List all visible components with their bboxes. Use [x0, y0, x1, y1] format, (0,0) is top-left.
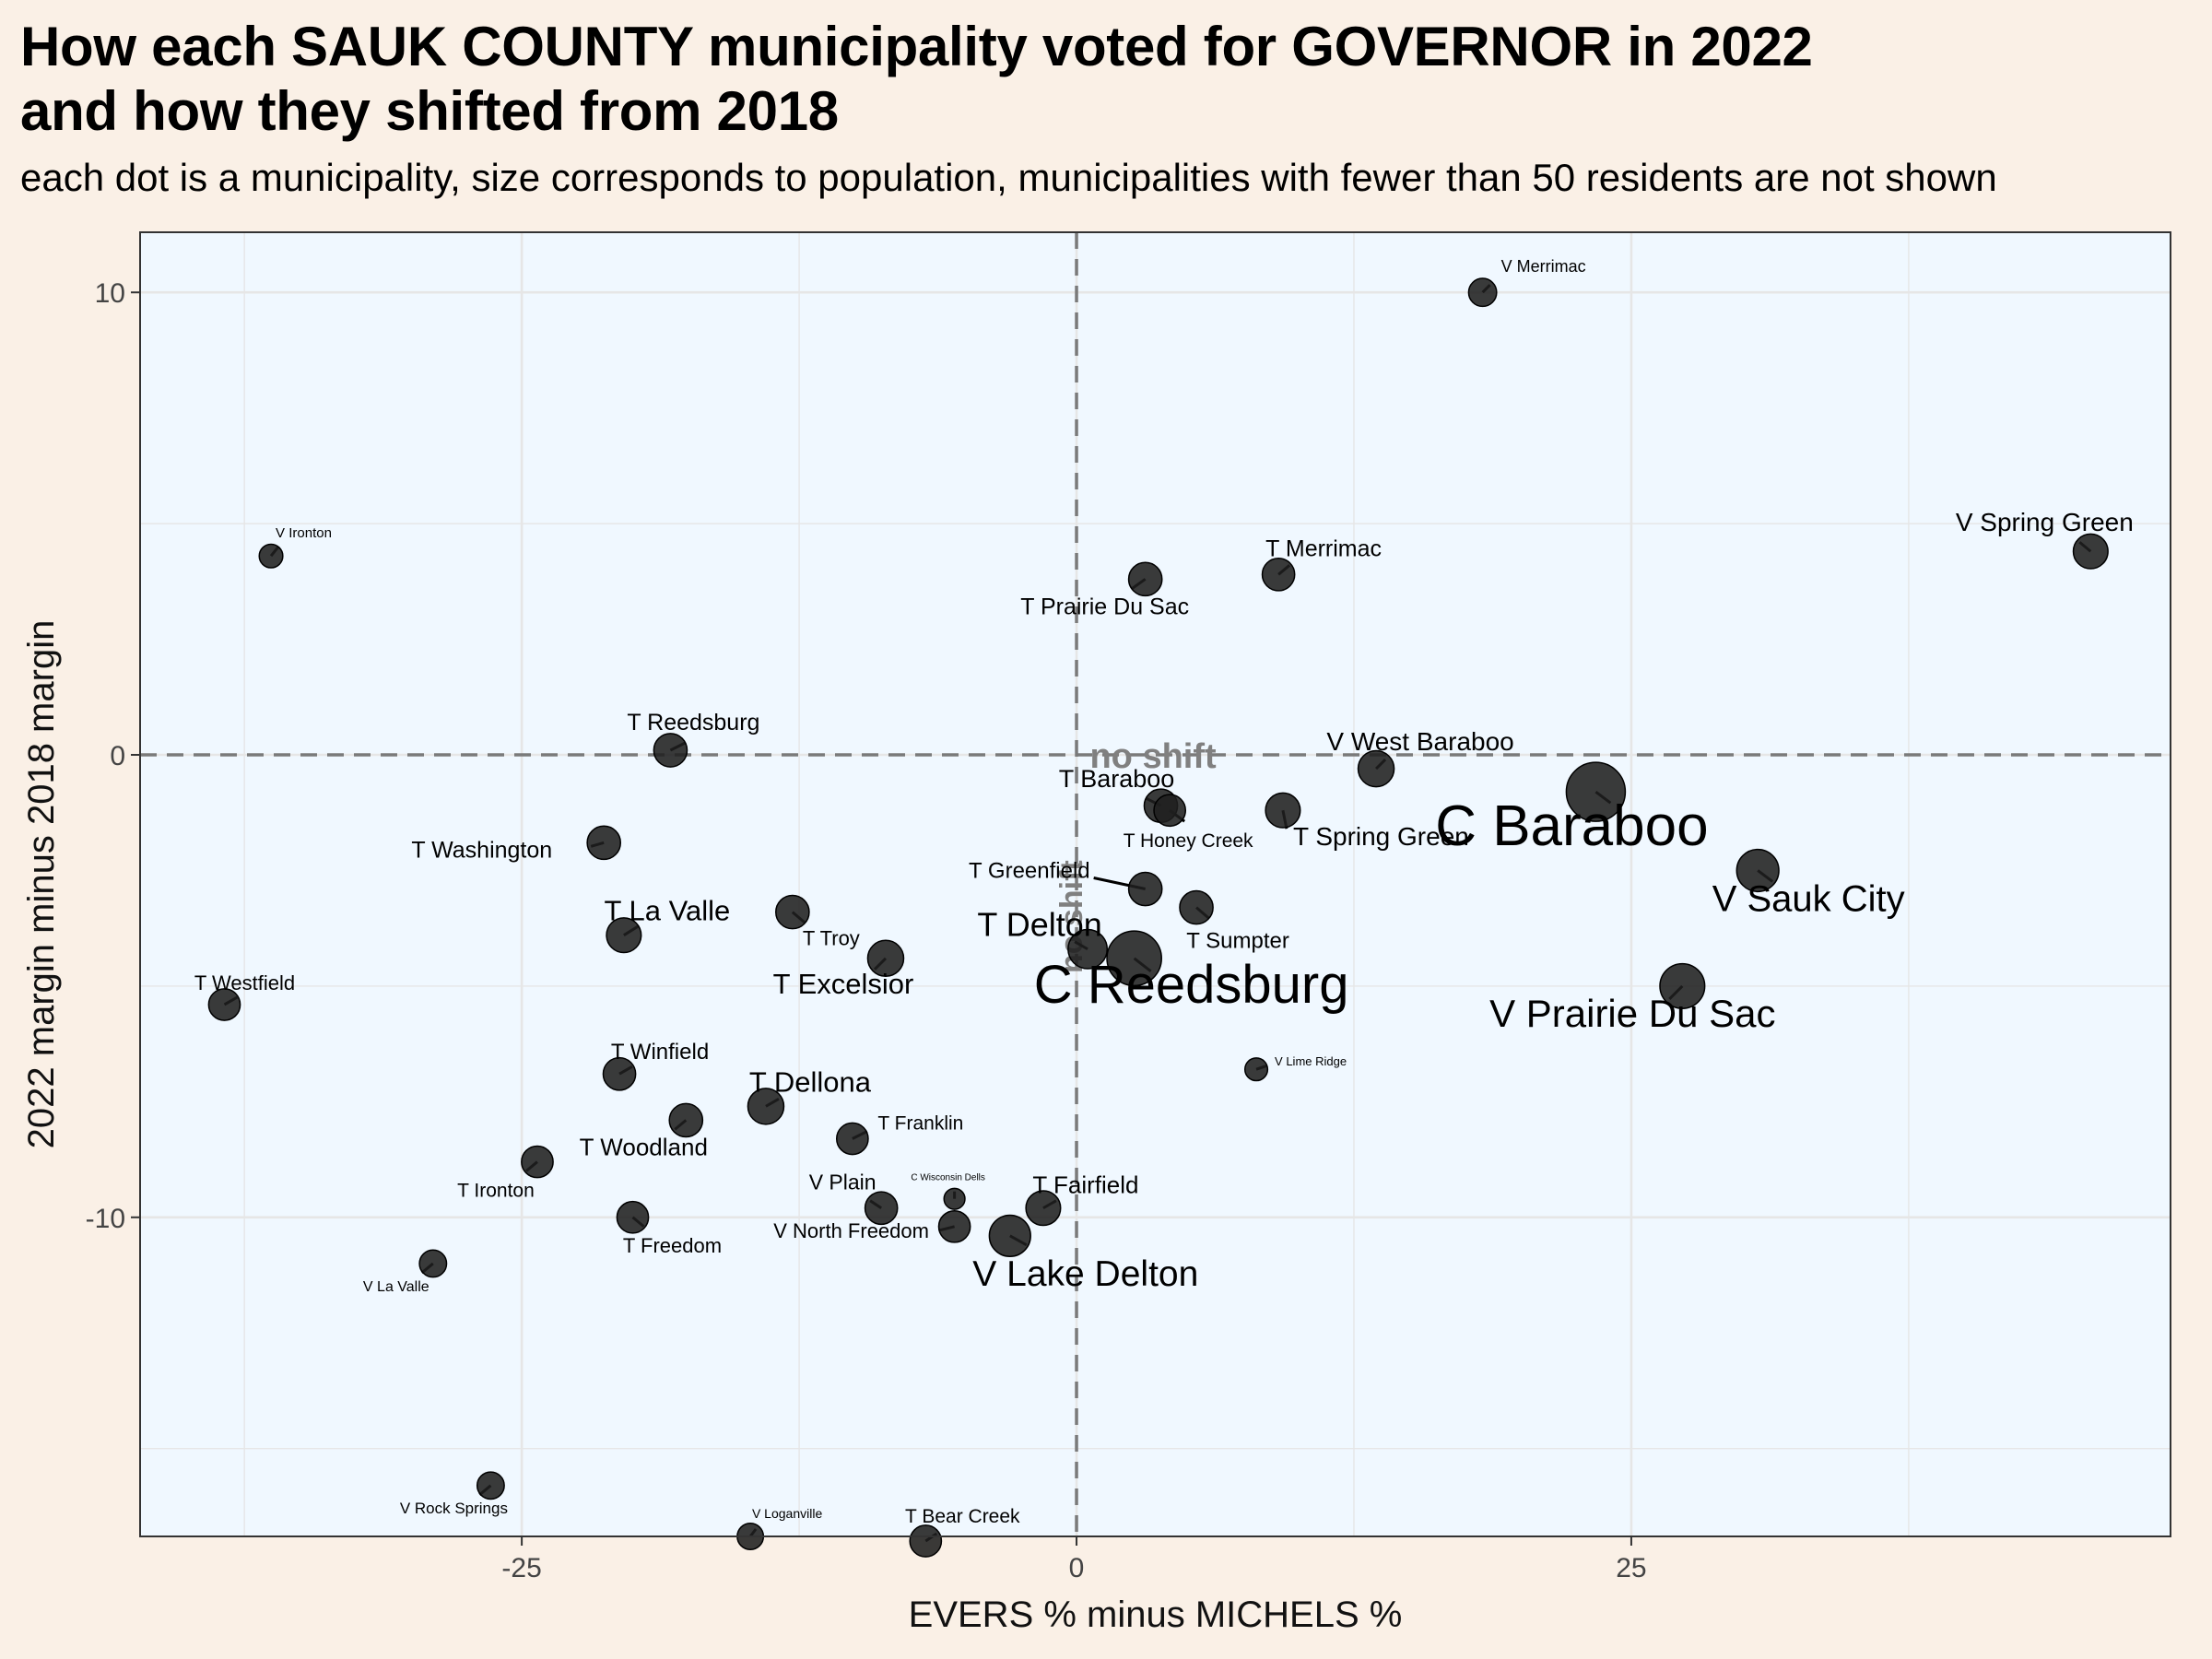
point-t-prairie-du-sac	[1127, 561, 1163, 597]
label-t-delton: T Delton	[977, 906, 1101, 944]
point-t-merrimac	[1261, 557, 1296, 592]
point-c-wisconsin-dells	[943, 1187, 966, 1210]
label-t-bear-creek: T Bear Creek	[905, 1506, 1020, 1527]
label-v-sauk-city: V Sauk City	[1712, 878, 1905, 919]
point-t-delton	[1067, 928, 1109, 970]
point-labels: V Merrimac V Spring Green V Ironton T Merri…	[194, 257, 2134, 1527]
label-v-loganville: V Loganville	[752, 1506, 822, 1521]
label-t-troy: T Troy	[803, 927, 860, 950]
point-t-reedsburg	[653, 733, 688, 768]
point-t-washington	[586, 825, 622, 861]
point-v-plain	[864, 1191, 899, 1226]
label-v-ironton: V Ironton	[276, 525, 332, 541]
x-tick-label: -25	[501, 1553, 541, 1583]
label-v-rock-springs: V Rock Springs	[400, 1500, 508, 1517]
label-t-prairie-du-sac: T Prairie Du Sac	[1020, 594, 1189, 619]
label-v-merrimac: V Merrimac	[1501, 257, 1586, 276]
label-t-la-valle: T La Valle	[605, 895, 731, 927]
point-v-sauk-city	[1735, 848, 1780, 893]
label-t-franklin: T Franklin	[877, 1112, 963, 1134]
point-t-franklin	[835, 1122, 869, 1156]
label-c-reedsburg: C Reedsburg	[1034, 955, 1349, 1015]
point-t-westfield	[207, 988, 241, 1021]
point-v-lime-ridge	[1243, 1057, 1269, 1082]
point-t-greenfield	[1127, 871, 1163, 907]
point-t-winfield	[602, 1056, 637, 1091]
axis-ticks: -25 0 25 10 0 -10	[86, 278, 1647, 1583]
label-t-freedom: T Freedom	[623, 1234, 722, 1257]
point-v-ironton	[258, 543, 284, 569]
point-v-la-valle	[418, 1249, 448, 1278]
y-tick-label: 0	[110, 741, 125, 771]
point-v-west-baraboo	[1357, 749, 1395, 788]
point-t-excelsior	[866, 939, 905, 978]
x-tick-label: 25	[1616, 1553, 1646, 1583]
point-t-la-valle	[606, 917, 642, 954]
point-t-fairfield	[1025, 1190, 1062, 1227]
label-c-wisconsin-dells: C Wisconsin Dells	[911, 1173, 985, 1183]
label-t-dellona: T Dellona	[749, 1065, 872, 1098]
annotation-no-shift: no shift	[1089, 737, 1217, 776]
point-t-spring-green	[1265, 792, 1301, 829]
label-v-north-freedom: V North Freedom	[773, 1219, 929, 1242]
point-t-bear-creek	[909, 1524, 943, 1558]
chart-title: How each SAUK COUNTY municipality voted …	[20, 16, 1813, 142]
label-v-prairie-du-sac: V Prairie Du Sac	[1489, 992, 1775, 1035]
label-t-fairfield: T Fairfield	[1032, 1171, 1138, 1199]
point-t-sumpter	[1179, 889, 1214, 925]
label-v-west-baraboo: V West Baraboo	[1326, 727, 1513, 756]
point-v-spring-green	[2072, 533, 2109, 570]
label-t-merrimac: T Merrimac	[1265, 535, 1382, 561]
point-t-troy	[775, 894, 810, 930]
label-c-baraboo: C Baraboo	[1435, 794, 1708, 858]
label-t-baraboo: T Baraboo	[1059, 765, 1175, 793]
point-v-merrimac	[1467, 277, 1498, 308]
label-v-plain: V Plain	[809, 1171, 877, 1194]
data-points	[207, 277, 2109, 1558]
y-axis-title: 2022 margin minus 2018 margin	[21, 620, 62, 1149]
point-t-dellona	[747, 1088, 785, 1125]
point-v-north-freedom	[937, 1209, 971, 1243]
point-v-lake-delton	[988, 1214, 1031, 1257]
chart-subtitle: each dot is a municipality, size corresp…	[20, 156, 1997, 199]
label-t-greenfield: T Greenfield	[969, 859, 1090, 884]
label-v-la-valle: V La Valle	[363, 1279, 429, 1295]
y-tick-label: -10	[86, 1204, 125, 1234]
point-v-rock-springs	[476, 1471, 505, 1500]
label-v-lake-delton: V Lake Delton	[972, 1254, 1198, 1294]
label-t-spring-green: T Spring Green	[1293, 822, 1469, 851]
x-tick-label: 0	[1069, 1553, 1085, 1583]
point-t-freedom	[616, 1200, 650, 1234]
plot-border	[139, 231, 2171, 1537]
point-t-honey-creek	[1153, 794, 1187, 828]
point-c-reedsburg	[1106, 930, 1162, 987]
label-t-reedsburg: T Reedsburg	[627, 710, 759, 735]
point-t-ironton	[521, 1145, 554, 1179]
point-c-baraboo	[1565, 761, 1627, 822]
label-t-woodland: T Woodland	[580, 1133, 708, 1160]
y-tick-label: 10	[95, 278, 125, 309]
label-t-sumpter: T Sumpter	[1186, 929, 1289, 954]
label-t-westfield: T Westfield	[194, 971, 295, 994]
label-t-honey-creek: T Honey Creek	[1124, 830, 1253, 852]
grid-lines	[140, 232, 2171, 1536]
point-t-woodland	[668, 1102, 704, 1138]
label-t-winfield: T Winfield	[611, 1040, 709, 1065]
point-v-prairie-du-sac	[1659, 962, 1706, 1009]
reference-lines	[140, 232, 2171, 1536]
label-t-washington: T Washington	[411, 837, 552, 863]
label-t-ironton: T Ironton	[457, 1181, 535, 1202]
label-v-spring-green: V Spring Green	[1956, 508, 2134, 536]
label-t-excelsior: T Excelsior	[773, 968, 914, 1000]
label-v-lime-ridge: V Lime Ridge	[1275, 1054, 1347, 1068]
x-axis-title: EVERS % minus MICHELS %	[909, 1594, 1403, 1635]
